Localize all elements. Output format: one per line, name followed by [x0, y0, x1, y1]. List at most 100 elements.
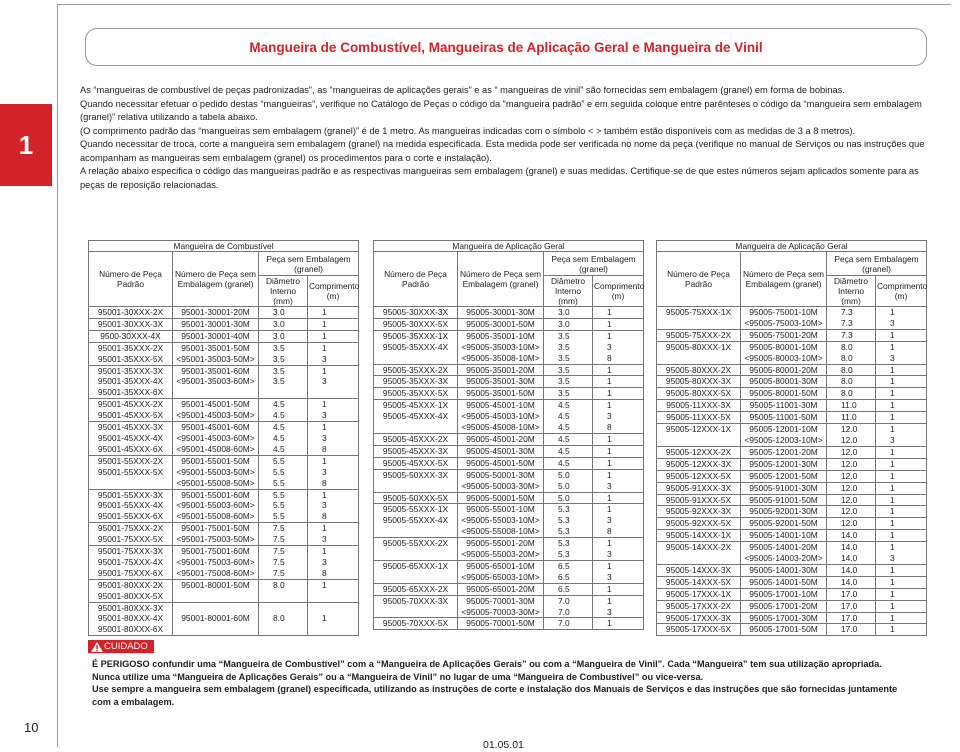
bullet: Quando necessitar efetuar o pedido desta… [80, 98, 930, 139]
row-group: 9500-30XXX-4X 95001-30001-40M 3.0 1 [88, 330, 360, 343]
row-group: 95005-17XXX-1X 95005-17001-10M 17.0 1 [656, 588, 928, 601]
bullet: Quando necessitar de troca, corte a mang… [80, 138, 930, 165]
table-cell: 95005-14XXX-1X [656, 529, 741, 542]
table-cell: 95005-17001-10M [740, 588, 827, 601]
table-cell: <95001-45003-60M> [172, 432, 259, 444]
table-cell: 3.5 [543, 387, 593, 400]
table-cell: 95001-75XXX-4X [88, 556, 173, 568]
caution-body: É PERIGOSO confundir uma “Mangueira de C… [92, 658, 912, 708]
table-row: 95001-45XXX-2X 95001-45001-50M 4.5 1 [88, 398, 360, 411]
header-cell: Número de Peça sem Embalagem (granel) [457, 251, 544, 307]
page-title: Mangueira de Combustível, Mangueiras de … [85, 28, 927, 66]
row-group: 95005-80XXX-5X 95005-80001-50M 8.0 1 [656, 387, 928, 400]
table-cell [258, 387, 308, 399]
row-group: 95005-91XXX-3X 95005-91001-30M 12.0 1 [656, 482, 928, 494]
table-cell: 95001-35XXX-2X [88, 342, 173, 354]
table-cell: 1 [874, 564, 928, 577]
row-group: 95001-30XXX-2X 95001-30001-20M 3.0 1 [88, 306, 360, 319]
table-head: Mangueira de Aplicação Geral Número de Pe… [372, 240, 645, 307]
table-cell: 6.5 [543, 560, 593, 572]
table-cell: 95005-65XXX-2X [373, 583, 458, 596]
table-row: 95005-35XXX-3X 95005-35001-30M 3.5 1 [373, 375, 645, 388]
table-cell [373, 526, 458, 538]
table-cell: 95005-92001-50M [740, 517, 827, 530]
table-row: 95005-17XXX-1X 95005-17001-10M 17.0 1 [656, 588, 928, 601]
table-cell: 1 [306, 365, 360, 377]
table-row: 95005-92XXX-3X 95005-92001-30M 12.0 1 [656, 505, 928, 518]
table-cell: 5.3 [543, 549, 593, 561]
table-row: 95001-30XXX-2X 95001-30001-20M 3.0 1 [88, 306, 360, 319]
table-cell: 95001-55XXX-6X [88, 511, 173, 523]
table-cell: 95001-55XXX-2X [88, 455, 173, 467]
table-cell [656, 553, 741, 565]
bullet: A relação abaixo especifica o código das… [80, 165, 930, 192]
table-cell: 95005-11XXX-5X [656, 411, 741, 424]
table-row: <95001-55008-50M> 5.5 8 [88, 477, 360, 489]
table-cell: 1 [591, 375, 645, 388]
table-cell: 95001-45XXX-5X [88, 410, 173, 422]
table-cell: 5.3 [543, 537, 593, 550]
table-cell: 95005-14001-30M [740, 564, 827, 577]
row-group: 95005-12XXX-5X 95005-12001-50M 12.0 1 [656, 470, 928, 483]
table-cell: 1 [591, 330, 645, 342]
table-row: 95005-80XXX-2X 95005-80001-20M 8.0 1 [656, 364, 928, 376]
table-cell: 1 [591, 583, 645, 596]
table-cell [306, 590, 360, 603]
table-cell: <95005-35008-10M> [457, 352, 544, 365]
table-cell: 95005-11001-50M [740, 411, 827, 424]
table-row: 95005-45XXX-4X <95005-45003-10M> 4.5 3 [373, 411, 645, 423]
table-cell: 95001-55XXX-5X [88, 466, 173, 478]
row-group: 95005-75XXX-2X 95005-75001-20M 7.3 1 [656, 329, 928, 342]
table-cell: 95005-50XXX-3X [373, 469, 458, 481]
table-row: 95005-91XXX-3X 95005-91001-30M 12.0 1 [656, 482, 928, 494]
table-cell: <95001-55008-60M> [172, 511, 259, 523]
warning-icon [91, 641, 103, 652]
table-cell: 1 [874, 517, 928, 530]
table-row: 95005-45XXX-2X 95005-45001-20M 4.5 1 [373, 433, 645, 446]
row-group: 95005-45XXX-5X 95005-45001-50M 4.5 1 [373, 457, 645, 470]
table-row: <95005-12003-10M> 12.0 3 [656, 434, 928, 447]
row-group: 95001-80XXX-2X 95001-80001-50M 8.0 1 95001-8… [88, 579, 360, 603]
table-cell: 3.5 [543, 352, 593, 365]
table-title: Mangueira de Aplicação Geral [372, 240, 645, 252]
table-row: <95005-55008-10M> 5.3 8 [373, 526, 645, 538]
date: 01.05.01 [483, 739, 524, 751]
table-row: 95001-55XXX-6X <95001-55008-60M> 5.5 8 [88, 511, 360, 523]
table-cell: 8.0 [826, 364, 876, 376]
table-cell: 1 [306, 306, 360, 319]
table-cell: 5.0 [543, 480, 593, 492]
table-cell: 3 [591, 480, 645, 492]
table-cell: 4.5 [543, 399, 593, 412]
table-cell: 95005-45XXX-5X [373, 457, 458, 470]
table-row: 95001-35XXX-2X 95001-35001-50M 3.5 1 [88, 342, 360, 354]
header-cell: Comprimento (m) [591, 275, 644, 307]
table-row: 95001-75XXX-5X <95001-75003-50M> 7.5 3 [88, 534, 360, 546]
table-row: 95005-92XXX-5X 95005-92001-50M 12.0 1 [656, 517, 928, 530]
table-cell [306, 602, 360, 614]
table-cell: 1 [306, 318, 360, 331]
table-cell: 5.0 [543, 492, 593, 504]
table-cell: 95005-75001-20M [740, 329, 827, 342]
table-cell: 9500-30XXX-4X [88, 330, 173, 343]
table-cell: 4.5 [258, 432, 308, 444]
caution-line: Nunca utilize uma “Mangueira de Aplicaçõ… [92, 671, 704, 682]
table-cell: 95005-12001-30M [740, 458, 827, 471]
table-row: 95001-75XXX-3X 95001-75001-60M 7.5 1 [88, 545, 360, 557]
table-row: 95005-14XXX-1X 95005-14001-10M 14.0 1 [656, 529, 928, 542]
table-cell: 12.0 [826, 470, 876, 483]
table-cell: 1 [874, 446, 928, 459]
table-cell: 95005-55XXX-4X [373, 515, 458, 527]
table-cell: 1 [591, 537, 645, 550]
table-cell: 17.0 [826, 612, 876, 624]
table-cell: 8.0 [258, 579, 308, 591]
table-cell: 7.3 [826, 306, 876, 318]
row-group: 95005-12XXX-1X 95005-12001-10M 12.0 1 <95005… [656, 423, 928, 447]
table-cell: 7.5 [258, 534, 308, 546]
row-group: 95001-75XXX-3X 95001-75001-60M 7.5 1 95001-7… [88, 545, 360, 580]
table-row: 95005-75XXX-1X 95005-75001-10M 7.3 1 [656, 306, 928, 318]
table-cell: 5.5 [258, 466, 308, 478]
table-cell: 95005-35001-50M [457, 387, 544, 400]
table-cell [373, 549, 458, 561]
parts-table: Mangueira de Aplicação Geral Número de Pe… [372, 240, 645, 630]
row-group: 95005-70XXX-5X 95005-70001-50M 7.0 1 [373, 617, 645, 630]
